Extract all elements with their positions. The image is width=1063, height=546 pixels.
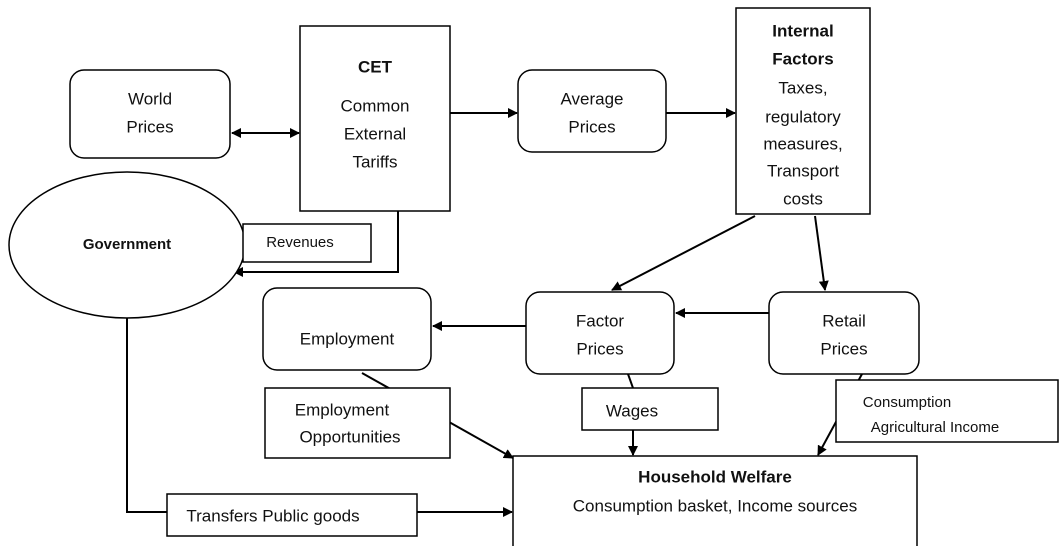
label-box bbox=[581, 387, 719, 431]
node-text: Factor bbox=[576, 311, 625, 330]
node-text: Prices bbox=[576, 339, 623, 358]
node-text: Taxes, bbox=[778, 78, 827, 97]
node-box bbox=[69, 69, 231, 159]
node-text: Transport bbox=[767, 161, 839, 180]
label-box bbox=[242, 223, 372, 263]
node-title: Internal bbox=[772, 21, 833, 40]
node-text: measures, bbox=[763, 134, 842, 153]
label-text: Transfers Public goods bbox=[186, 506, 359, 525]
node-text: costs bbox=[783, 189, 823, 208]
node-text: Average bbox=[560, 89, 623, 108]
label-text: Revenues bbox=[266, 234, 334, 251]
node-box bbox=[768, 291, 920, 375]
label-text: Opportunities bbox=[299, 427, 400, 446]
label-box bbox=[264, 387, 451, 459]
node-box bbox=[517, 69, 667, 153]
label-box bbox=[166, 493, 418, 537]
node-box bbox=[512, 455, 918, 546]
label-text: Consumption bbox=[863, 394, 951, 411]
arrow bbox=[814, 215, 829, 291]
node-text: External bbox=[344, 124, 406, 143]
label-text: Agricultural Income bbox=[871, 419, 999, 436]
node-box bbox=[299, 25, 451, 212]
arrow bbox=[233, 211, 399, 277]
arrow bbox=[611, 215, 756, 291]
node-title: Household Welfare bbox=[638, 467, 792, 486]
node-box bbox=[525, 291, 675, 375]
node-text: Prices bbox=[820, 339, 867, 358]
node-text: Prices bbox=[568, 117, 615, 136]
node-title: Government bbox=[83, 236, 171, 253]
node-text: Prices bbox=[126, 117, 173, 136]
node-box bbox=[735, 7, 871, 215]
node-text: Common bbox=[341, 96, 410, 115]
node-title: Factors bbox=[772, 49, 833, 68]
node-text: World bbox=[128, 89, 172, 108]
node-text: regulatory bbox=[765, 107, 841, 126]
node-title: CET bbox=[358, 57, 393, 76]
node-text: Consumption basket, Income sources bbox=[573, 496, 857, 515]
node-text: Tariffs bbox=[352, 152, 397, 171]
node-text: Employment bbox=[300, 329, 395, 348]
node-text: Retail bbox=[822, 311, 865, 330]
label-text: Wages bbox=[606, 401, 658, 420]
label-text: Employment bbox=[295, 400, 390, 419]
node-box bbox=[262, 287, 432, 371]
label-box bbox=[835, 379, 1059, 443]
